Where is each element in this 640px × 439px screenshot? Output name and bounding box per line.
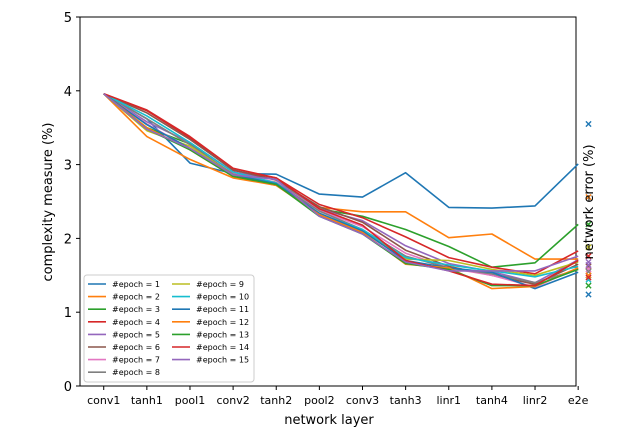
series-line-epoch-2: [103, 93, 579, 260]
series-line-epoch-9: [103, 93, 579, 277]
legend-entry: #epoch = 14: [196, 343, 249, 352]
y-tick-label: 2: [64, 232, 72, 247]
series-line-epoch-14: [103, 93, 579, 287]
x-tick-label: conv3: [346, 394, 379, 407]
x-tick-label: pool1: [175, 394, 206, 407]
series-line-epoch-15: [103, 93, 579, 272]
e2e-marker-epoch-15: [585, 261, 592, 269]
y-tick-label: 3: [64, 159, 72, 174]
e2e-marker-epoch-14: [585, 274, 592, 281]
y-axis-label: complexity measure (%): [41, 123, 56, 282]
e2e-marker-epoch-1: [585, 120, 592, 128]
series-line-epoch-11: [103, 93, 579, 290]
e2e-marker-epoch-11: [585, 291, 592, 298]
x-tick-label: linr1: [436, 394, 461, 407]
x-tick-label: tanh4: [476, 394, 508, 407]
x-tick-label: e2e: [568, 394, 589, 407]
x-tick-label: conv2: [216, 394, 249, 407]
legend-entry: #epoch = 4: [112, 318, 160, 327]
series-line-epoch-12: [103, 93, 579, 290]
x-tick-label: conv1: [87, 394, 120, 407]
legend-entry: #epoch = 6: [112, 343, 160, 352]
x-tick-label: tanh3: [390, 394, 422, 407]
e2e-marker-epoch-9: [585, 244, 592, 251]
x-tick-label: pool2: [304, 394, 335, 407]
y2-axis-label: network error (%): [582, 144, 597, 259]
e2e-marker-epoch-13: [585, 282, 592, 289]
x-axis-label: network layer: [284, 413, 374, 428]
series-line-epoch-5: [103, 93, 579, 284]
series-line-epoch-8: [103, 93, 579, 284]
legend-entry: #epoch = 7: [112, 356, 160, 365]
legend-entry: #epoch = 12: [196, 318, 249, 327]
legend-entry: #epoch = 15: [196, 356, 249, 365]
e2e-marker-epoch-3: [585, 221, 592, 228]
series-line-epoch-10: [103, 93, 579, 278]
legend-entry: #epoch = 1: [112, 280, 160, 289]
plot-frame: [79, 16, 577, 387]
legend-entry: #epoch = 11: [196, 305, 249, 314]
legend-entry: #epoch = 5: [112, 330, 160, 339]
series-line-epoch-13: [103, 93, 579, 287]
y-tick-label: 0: [64, 380, 72, 395]
e2e-marker-epoch-2: [585, 193, 592, 201]
series-line-epoch-6: [103, 93, 579, 286]
series-line-epoch-4: [103, 93, 579, 275]
y-tick-label: 4: [64, 85, 72, 100]
series-line-epoch-7: [103, 93, 579, 288]
legend-entry: #epoch = 9: [196, 280, 244, 289]
legend-entry: #epoch = 3: [112, 305, 160, 314]
legend-entry: #epoch = 2: [112, 293, 160, 302]
x-tick-label: tanh1: [131, 394, 163, 407]
legend-entry: #epoch = 10: [196, 293, 249, 302]
axes: 0 1 2 3 4 5 conv1 tanh1 pool1 conv2 tanh2 pool2 conv…: [64, 11, 589, 407]
x-tick-label: linr2: [523, 394, 548, 407]
legend-box: [83, 274, 255, 383]
x-tick-label: tanh2: [260, 394, 292, 407]
e2e-marker-epoch-12: [585, 272, 592, 279]
legend-entry: #epoch = 8: [112, 368, 160, 377]
e2e-marker-epoch-4: [585, 253, 592, 260]
legend-entry: #epoch = 13: [196, 330, 249, 339]
legend: #epoch = 1 #epoch = 2 #epoch = 3 #epoch = 4…: [83, 274, 255, 383]
y-tick-label: 5: [64, 11, 72, 26]
y-tick-label: 1: [64, 306, 72, 321]
series-line-epoch-3: [103, 93, 579, 269]
series-layer: [103, 93, 592, 298]
